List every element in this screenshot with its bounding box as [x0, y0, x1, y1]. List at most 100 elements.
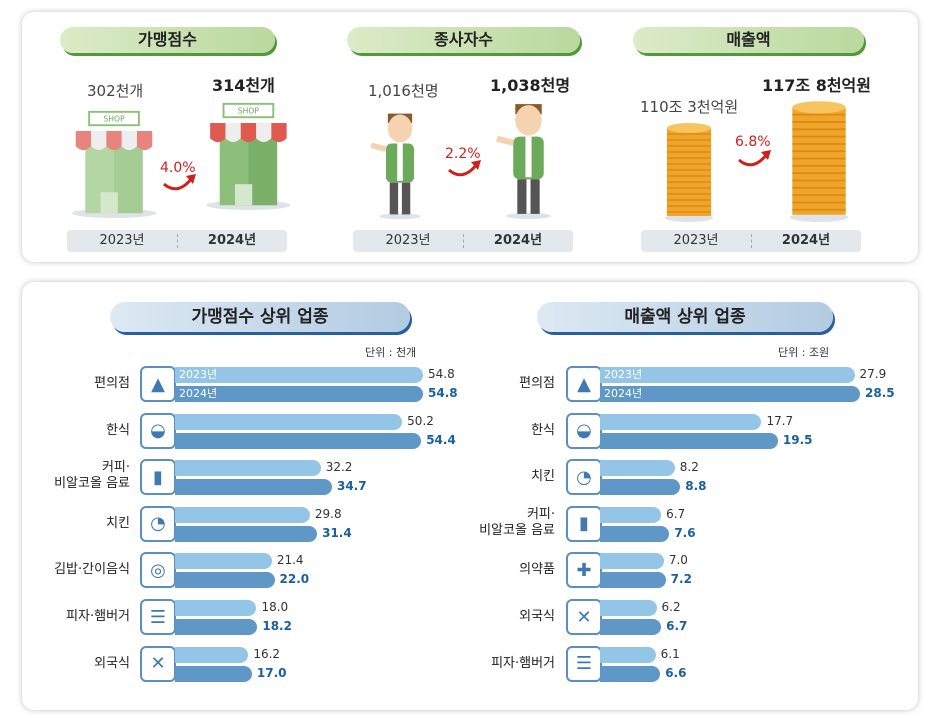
year-2023-label: 2023년 — [99, 233, 145, 248]
year-axis: 2023년 2024년 — [353, 230, 573, 252]
growth-rate: 2.2% — [445, 146, 481, 162]
chart-title: 매출액 상위 업종 — [537, 302, 833, 332]
bowl-icon: ◒ — [140, 412, 176, 449]
bar-2023 — [175, 506, 310, 523]
bar-2024 — [600, 619, 662, 635]
bar-2023 — [600, 553, 664, 570]
drink-cup-icon: ▮ — [566, 505, 602, 542]
value-label: 17.7 — [766, 413, 794, 428]
convenience-store-icon: ▲ — [140, 366, 176, 402]
growth-arrow-icon — [737, 148, 773, 172]
bowl-icon: ◒ — [566, 412, 602, 449]
year-2023-label: 2023년 — [673, 233, 719, 248]
growth-rate: 4.0% — [160, 160, 196, 176]
bar-2024 — [600, 479, 681, 496]
section-title-pill: 매출액 — [633, 27, 864, 53]
bar-2023 — [175, 367, 423, 383]
bar-2024 — [175, 665, 252, 682]
bar-2024 — [600, 665, 661, 682]
value-2024: 1,038천명 — [490, 76, 571, 95]
bar-2023 — [600, 600, 657, 616]
summary-card — [22, 12, 918, 262]
legend-label-2024: 2024년 — [179, 387, 218, 400]
value-label: 28.5 — [865, 386, 895, 400]
bar-2023 — [175, 646, 249, 663]
value-label: 7.6 — [674, 525, 696, 540]
burger-icon: ☰ — [140, 599, 176, 635]
gimbap-icon: ◎ — [140, 552, 176, 589]
category-label: 피자·햄버거 — [66, 609, 130, 624]
year-divider — [463, 234, 464, 248]
bar-2024 — [600, 386, 860, 402]
first-aid-icon: ✚ — [566, 552, 602, 589]
category-label: 편의점 — [94, 376, 130, 391]
year-2024-label: 2024년 — [493, 233, 543, 248]
shop-icon: SHOP — [70, 108, 158, 218]
value-label: 29.8 — [314, 506, 342, 521]
value-label: 31.4 — [322, 525, 352, 540]
value-label: 16.2 — [253, 646, 281, 661]
bar-2023 — [600, 367, 855, 383]
year-divider — [751, 234, 752, 248]
year-2024-label: 2024년 — [207, 233, 257, 248]
bar-2024 — [600, 432, 778, 449]
value-label: 8.2 — [679, 460, 699, 475]
drink-cup-icon: ▮ — [140, 459, 176, 496]
year-divider — [177, 234, 178, 248]
value-label: 17.0 — [256, 665, 287, 680]
value-label: 8.8 — [685, 479, 707, 494]
bar-2023 — [600, 460, 675, 477]
year-axis: 2023년 2024년 — [67, 230, 287, 252]
worker-icon — [365, 108, 435, 220]
category-label: 편의점 — [519, 376, 555, 391]
category-label: 김밥·간이음식 — [54, 562, 130, 578]
unit-label: 단위 : 천개 — [365, 346, 417, 359]
unit-label: 단위 : 조원 — [778, 346, 830, 359]
burger-icon: ☰ — [566, 645, 602, 682]
bar-2024 — [175, 572, 275, 589]
year-axis: 2023년 2024년 — [641, 230, 861, 252]
bar-2024 — [175, 386, 423, 402]
bar-2023 — [175, 600, 257, 616]
value-label: 21.4 — [276, 553, 304, 568]
value-label: 7.0 — [668, 553, 688, 568]
bar-2024 — [175, 432, 422, 449]
value-label: 54.4 — [426, 432, 456, 447]
category-label: 피자·햄버거 — [491, 655, 555, 671]
value-label: 18.2 — [262, 619, 292, 633]
convenience-store-icon: ▲ — [566, 366, 602, 402]
category-label: 한식 — [531, 422, 555, 438]
category-label: 커피· 비알코올 음료 — [54, 460, 130, 492]
value-label: 6.7 — [666, 506, 686, 521]
category-label: 치킨 — [531, 469, 555, 485]
worker-icon — [490, 98, 567, 220]
value-label: 7.2 — [670, 572, 692, 587]
bar-2024 — [600, 572, 666, 589]
value-2024: 314천개 — [212, 76, 275, 95]
value-label: 19.5 — [782, 432, 813, 447]
legend-label-2023: 2023년 — [179, 368, 218, 381]
chicken-icon: ◔ — [140, 505, 176, 542]
category-label: 외국식 — [94, 655, 130, 671]
year-2023-label: 2023년 — [385, 233, 431, 248]
value-label: 54.8 — [428, 386, 458, 400]
chicken-icon: ◔ — [566, 459, 602, 496]
shop-icon: SHOP — [200, 100, 297, 210]
coin-stack-icon — [790, 100, 848, 222]
value-label: 22.0 — [279, 572, 310, 587]
svg-text:SHOP: SHOP — [238, 106, 260, 115]
value-label: 6.2 — [661, 600, 681, 614]
section-title-pill: 종사자수 — [347, 27, 580, 53]
category-label: 커피· 비알코올 음료 — [479, 506, 555, 538]
bar-2024 — [175, 525, 318, 542]
bar-2023 — [175, 553, 272, 570]
bar-2023 — [175, 460, 321, 477]
coin-stack-icon — [665, 122, 713, 222]
year-2024-label: 2024년 — [781, 233, 831, 248]
legend-label-2024: 2024년 — [604, 387, 643, 400]
bar-2023 — [600, 506, 662, 523]
category-label: 의약품 — [519, 562, 555, 578]
category-label: 치킨 — [106, 515, 130, 531]
value-label: 54.8 — [428, 367, 455, 381]
value-label: 27.9 — [859, 367, 887, 381]
